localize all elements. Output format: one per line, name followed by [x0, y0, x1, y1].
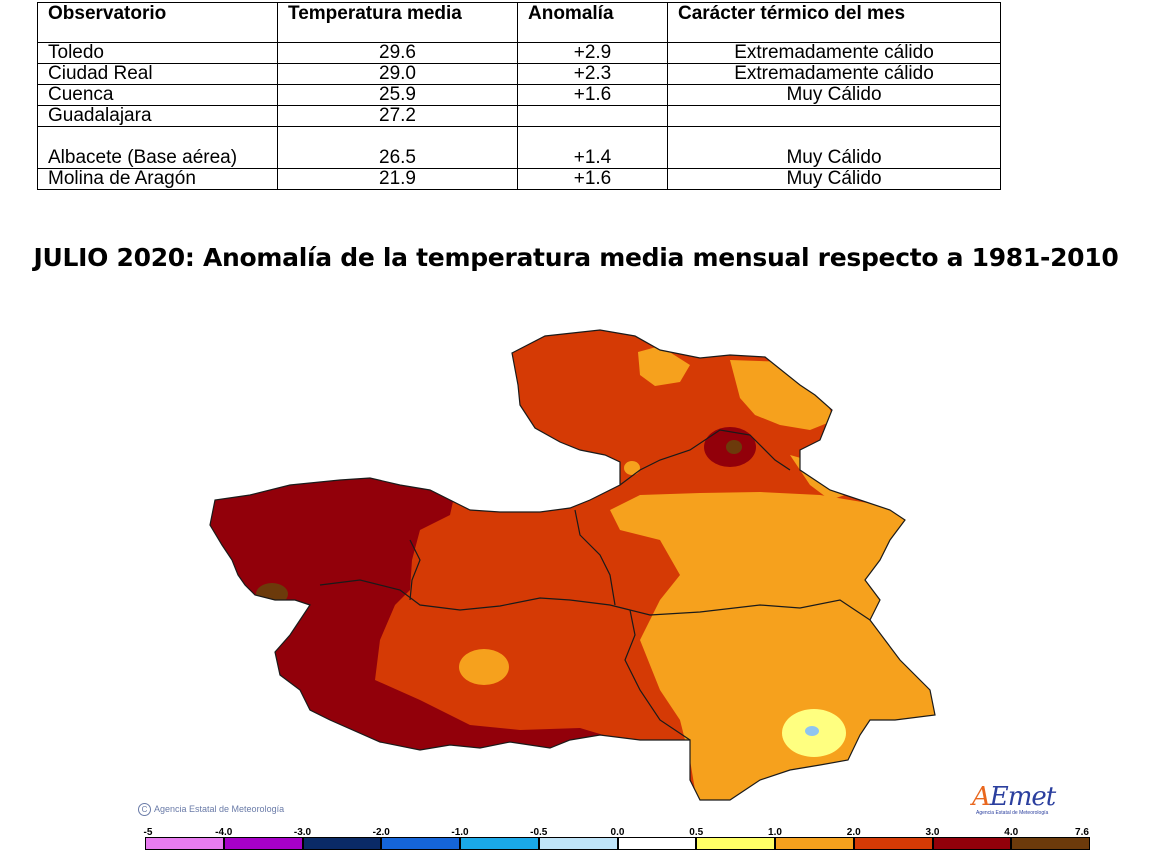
observatory-table: Observatorio Temperatura media Anomalía …	[37, 2, 1001, 190]
header-caracter: Carácter térmico del mes	[667, 2, 1001, 43]
station-name: Molina de Aragón	[37, 168, 278, 190]
zone-1-2-east	[610, 492, 935, 800]
character-value: Muy Cálido	[667, 126, 1001, 169]
table-row: Guadalajara 27.2	[37, 105, 1001, 127]
table-row: Toledo 29.6 +2.9 Extremadamente cálido	[37, 42, 1001, 64]
zone-gt-4-west	[256, 583, 288, 605]
temp-value: 29.6	[277, 42, 518, 64]
station-name: Cuenca	[37, 84, 278, 106]
aemet-logo-subtitle: Agencia Estatal de Meteorología	[976, 810, 1049, 816]
station-name: Guadalajara	[37, 105, 278, 127]
legend-tick-label: 1.0	[768, 827, 782, 838]
legend-swatch	[460, 837, 539, 850]
legend-tick-label: 0.0	[610, 827, 625, 838]
anomaly-value: +1.6	[517, 84, 668, 106]
anomaly-value: +2.9	[517, 42, 668, 64]
legend-tick-label: -4.0	[215, 827, 233, 838]
table-row: Albacete (Base aérea) 26.5 +1.4 Muy Cáli…	[37, 126, 1001, 169]
zone-gt-4-guadalajara	[726, 440, 742, 454]
legend-tick-label: 0.5	[689, 827, 704, 838]
border-ciudad-real-albacete	[624, 609, 691, 741]
legend-swatch	[145, 837, 224, 850]
character-value: Extremadamente cálido	[667, 42, 1001, 64]
aemet-logo: AEmet Agencia Estatal de Meteorología	[972, 782, 1082, 816]
border-toledo-ciudad-real	[319, 579, 631, 611]
header-observatorio: Observatorio	[37, 2, 278, 43]
legend-tick-label: -5	[143, 827, 153, 838]
table-row: Ciudad Real 29.0 +2.3 Extremadamente cál…	[37, 63, 1001, 85]
character-value: Muy Cálido	[667, 168, 1001, 190]
border-toledo-guadalajara	[619, 429, 791, 486]
temp-value: 21.9	[277, 168, 518, 190]
legend-tick-label: -1.0	[451, 827, 469, 838]
anomaly-value: +1.6	[517, 168, 668, 190]
zone-blue-southeast	[805, 726, 819, 736]
color-legend: -5 -4.0 -3.0 -2.0 -1.0 -0.5 0.0 0.5 1.0 2.0 3.0 4.0…	[143, 827, 1090, 853]
legend-tick-label: 4.0	[1004, 827, 1019, 838]
border-toledo-west	[409, 539, 421, 601]
copyright-notice: C Agencia Estatal de Meteorología	[138, 803, 284, 816]
character-value: Extremadamente cálido	[667, 63, 1001, 85]
legend-swatch	[696, 837, 775, 850]
legend-tick-label: -0.5	[530, 827, 548, 838]
legend-swatch	[775, 837, 854, 850]
legend-tick-label: -3.0	[293, 827, 312, 838]
legend-tick-label: 7.6	[1075, 827, 1089, 838]
anomaly-value	[517, 105, 668, 127]
border-toledo-cuenca	[574, 509, 616, 606]
zone-1-2-center	[459, 649, 509, 685]
province-borders	[209, 329, 936, 801]
anomaly-value: +2.3	[517, 63, 668, 85]
legend-tick-label: 2.0	[846, 827, 861, 838]
header-anomalia: Anomalía	[517, 2, 668, 43]
legend-swatch	[381, 837, 460, 850]
zone-1-2-small	[624, 461, 640, 475]
table-header-row: Observatorio Temperatura media Anomalía …	[37, 2, 1001, 43]
legend-swatch	[223, 837, 303, 850]
character-value	[667, 105, 1001, 127]
copyright-text: Agencia Estatal de Meteorología	[154, 804, 285, 814]
copyright-icon: C	[138, 803, 151, 816]
border-cuenca-albacete	[629, 599, 871, 621]
map-title: JULIO 2020: Anomalía de la temperatura m…	[33, 243, 1119, 272]
region-outline	[209, 329, 936, 801]
temp-value: 27.2	[277, 105, 518, 127]
legend-tick-label: -2.0	[372, 827, 390, 838]
legend-tick-label: 3.0	[925, 827, 940, 838]
aemet-logo-wordmark: AEmet	[972, 782, 1056, 812]
table-row: Cuenca 25.9 +1.6 Muy Cálido	[37, 84, 1001, 106]
temp-value: 25.9	[277, 84, 518, 106]
legend-swatch	[1011, 837, 1090, 850]
legend-swatch	[932, 837, 1012, 850]
station-name: Ciudad Real	[37, 63, 278, 85]
station-name: Toledo	[37, 42, 278, 64]
anomaly-value: +1.4	[517, 126, 668, 169]
header-temperatura: Temperatura media	[277, 2, 518, 43]
table-row: Molina de Aragón 21.9 +1.6 Muy Cálido	[37, 168, 1001, 190]
character-value: Muy Cálido	[667, 84, 1001, 106]
anomaly-map	[209, 329, 936, 801]
zone-1-2-northeast	[730, 360, 835, 430]
legend-swatch	[302, 837, 382, 850]
legend-swatch	[853, 837, 933, 850]
zone-1-2-north	[638, 346, 690, 386]
legend-swatch	[538, 837, 618, 850]
station-name: Albacete (Base aérea)	[37, 126, 278, 169]
temp-value: 26.5	[277, 126, 518, 169]
legend-swatch	[617, 837, 697, 850]
temp-value: 29.0	[277, 63, 518, 85]
